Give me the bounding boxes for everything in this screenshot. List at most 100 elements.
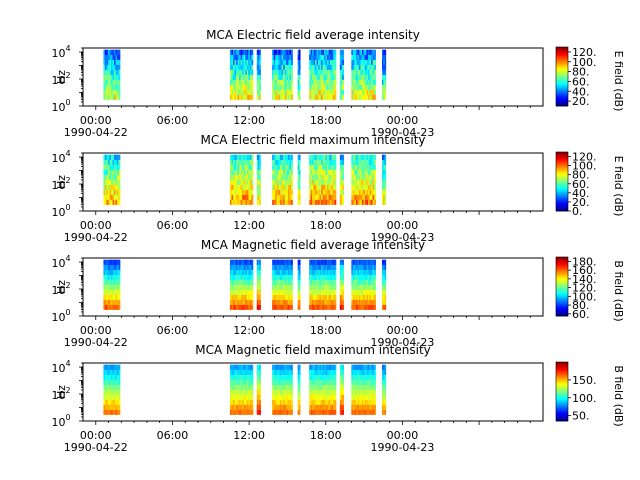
spectrogram-cell	[312, 74, 314, 80]
spectrogram-cell	[321, 179, 323, 185]
spectrogram-cell	[333, 279, 335, 285]
spectrogram-cell	[333, 399, 335, 405]
spectrogram-cell	[278, 384, 281, 390]
spectrogram-cell	[374, 84, 376, 90]
colorbar-segment	[556, 416, 568, 419]
spectrogram-cell	[297, 59, 300, 65]
spectrogram-cell	[286, 369, 289, 375]
spectrogram-cell	[371, 169, 373, 175]
spectrogram-cell	[309, 59, 311, 65]
spectrogram-cell	[237, 79, 240, 85]
spectrogram-cell	[369, 369, 372, 375]
spectrogram-cell	[366, 59, 369, 65]
spectrogram-cell	[284, 54, 287, 60]
spectrogram-cell	[256, 54, 259, 60]
spectrogram-cell	[316, 299, 319, 305]
spectrogram-cell	[382, 199, 384, 205]
spectrogram-cell	[107, 64, 110, 70]
spectrogram-cell	[325, 74, 328, 80]
colorbar-segment	[556, 407, 568, 410]
spectrogram-cell	[281, 154, 284, 160]
spectrogram-cell	[109, 64, 112, 70]
spectrogram-cell	[324, 374, 326, 380]
spectrogram-cell	[310, 279, 313, 285]
spectrogram-cell	[284, 154, 287, 160]
spectrogram-cell	[229, 59, 232, 65]
spectrogram-cell	[258, 79, 260, 85]
spectrogram-cell	[297, 399, 300, 405]
spectrogram-cell	[236, 69, 238, 75]
spectrogram-cell	[249, 294, 252, 300]
spectrogram-cell	[298, 279, 301, 285]
spectrogram-cell	[372, 409, 375, 415]
spectrogram-cell	[298, 159, 301, 165]
spectrogram-cell	[339, 54, 343, 60]
spectrogram-cell	[330, 299, 332, 305]
spectrogram-cell	[259, 404, 261, 410]
spectrogram-cell	[321, 189, 323, 195]
spectrogram-cell	[109, 179, 112, 185]
spectrogram-cell	[287, 199, 290, 205]
colorbar-segment	[556, 187, 568, 190]
colorbar-segment	[556, 381, 568, 384]
spectrogram-cell	[103, 84, 106, 90]
colorbar-segment	[556, 403, 568, 406]
spectrogram-cell	[239, 404, 241, 410]
spectrogram-cell	[310, 59, 313, 65]
spectrogram-cell	[118, 159, 121, 165]
spectrogram-cell	[248, 394, 251, 400]
spectrogram-cell	[358, 194, 361, 200]
spectrogram-cell	[369, 79, 372, 85]
spectrogram-cell	[363, 89, 366, 95]
spectrogram-cell	[286, 379, 289, 385]
spectrogram-cell	[236, 274, 238, 280]
spectrogram-cell	[104, 264, 107, 270]
spectrogram-cell	[106, 89, 109, 95]
spectrogram-cell	[273, 399, 276, 405]
spectrogram-cell	[372, 274, 375, 280]
spectrogram-cell	[383, 259, 385, 265]
spectrogram-cell	[110, 54, 113, 60]
spectrogram-cell	[383, 49, 385, 55]
spectrogram-cell	[371, 199, 373, 205]
spectrogram-cell	[242, 304, 245, 310]
spectrogram-cell	[341, 379, 344, 385]
spectrogram-cell	[243, 199, 246, 205]
spectrogram-cell	[374, 379, 376, 385]
spectrogram-cell	[330, 54, 332, 60]
spectrogram-cell	[231, 194, 234, 200]
spectrogram-cell	[366, 159, 369, 165]
spectrogram-cell	[319, 54, 322, 60]
colorbar-tick-label: 60.	[572, 308, 590, 321]
spectrogram-cell	[110, 79, 113, 85]
spectrogram-cell	[118, 184, 121, 190]
spectrogram-cell	[327, 174, 329, 180]
spectrogram-cell	[322, 79, 325, 85]
spectrogram-cell	[325, 54, 328, 60]
spectrogram-cell	[229, 399, 232, 405]
spectrogram-cell	[321, 159, 323, 165]
spectrogram-cell	[354, 194, 357, 200]
spectrogram-cell	[256, 304, 259, 310]
spectrogram-cell	[256, 389, 259, 395]
spectrogram-cell	[313, 64, 316, 70]
spectrogram-cell	[333, 169, 335, 175]
spectrogram-cell	[354, 169, 357, 175]
spectrogram-cell	[114, 169, 116, 175]
spectrogram-cell	[321, 279, 323, 285]
spectrogram-cell	[374, 304, 376, 310]
spectrogram-cell	[321, 89, 323, 95]
spectrogram-cell	[256, 64, 259, 70]
spectrogram-cell	[286, 264, 289, 270]
spectrogram-cell	[239, 154, 241, 160]
colorbar-segment	[556, 200, 568, 203]
spectrogram-cell	[360, 384, 363, 390]
spectrogram-cell	[239, 374, 241, 380]
spectrogram-cell	[275, 199, 278, 205]
spectrogram-cell	[240, 174, 243, 180]
spectrogram-cell	[339, 184, 343, 190]
spectrogram-cell	[309, 279, 311, 285]
spectrogram-cell	[256, 284, 259, 290]
spectrogram-cell	[273, 199, 276, 205]
spectrogram-cell	[312, 284, 314, 290]
